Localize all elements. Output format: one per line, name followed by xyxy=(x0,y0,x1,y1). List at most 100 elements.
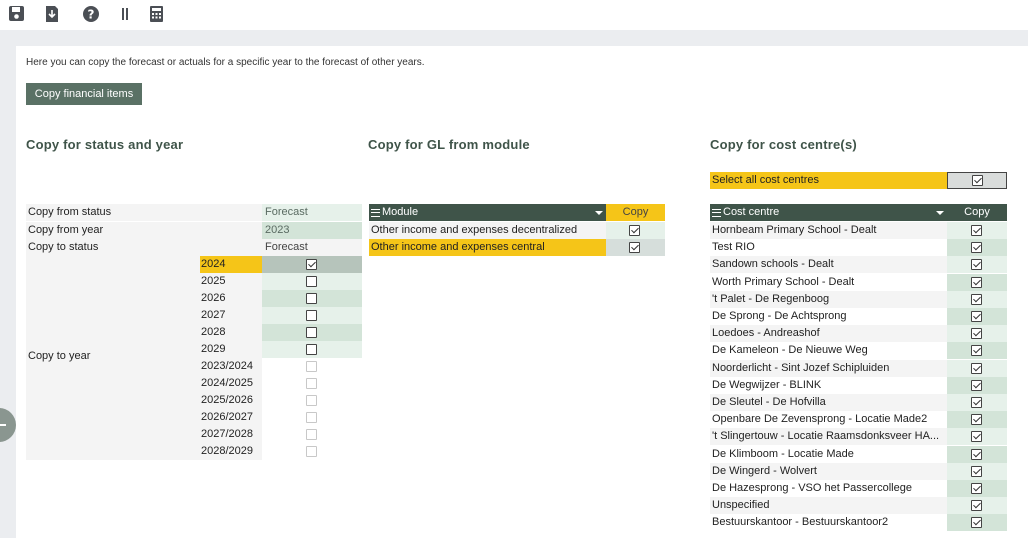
cost-centre-checkbox-cell xyxy=(947,256,1007,274)
cost-centre-checkbox[interactable] xyxy=(971,293,982,305)
cost-centre-label: Bestuurskantoor - Bestuurskantoor2 xyxy=(710,514,947,532)
cost-centre-label: Hornbeam Primary School - Dealt xyxy=(710,222,947,239)
help-icon[interactable]: ? xyxy=(80,4,102,24)
cost-centre-row[interactable]: De Wingerd - Wolvert xyxy=(710,462,1007,480)
cost-centre-row[interactable]: De Kameleon - De Nieuwe Weg xyxy=(710,342,1007,360)
calculator-icon[interactable] xyxy=(146,4,168,24)
cost-centre-row[interactable]: Test RIO xyxy=(710,239,1007,257)
year-checkbox[interactable] xyxy=(306,293,317,304)
cost-centre-checkbox[interactable] xyxy=(971,448,982,460)
year-label: 2024/2025 xyxy=(200,375,262,392)
cost-centre-checkbox-cell xyxy=(947,273,1007,291)
cost-centre-checkbox[interactable] xyxy=(971,362,982,374)
cost-centre-checkbox-cell xyxy=(947,359,1007,377)
year-checkbox[interactable] xyxy=(306,276,317,287)
cost-centre-row[interactable]: De Wegwijzer - BLINK xyxy=(710,376,1007,394)
chevron-down-icon xyxy=(595,211,603,215)
module-checkbox-cell xyxy=(606,239,665,256)
cost-centre-checkbox-cell xyxy=(947,394,1007,411)
cost-centre-row[interactable]: Hornbeam Primary School - Dealt xyxy=(710,222,1007,239)
year-checkbox[interactable] xyxy=(306,344,317,355)
cost-centre-checkbox[interactable] xyxy=(971,465,982,477)
year-label: 2029 xyxy=(200,341,262,358)
cost-centre-label: Loedoes - Andreashof xyxy=(710,325,947,343)
cost-centre-label: Noorderlicht - Sint Jozef Schipluiden xyxy=(710,359,947,377)
cost-centre-row[interactable]: Noorderlicht - Sint Jozef Schipluiden xyxy=(710,359,1007,377)
cost-centre-copy-header-label: Copy xyxy=(964,206,990,218)
year-checkbox-cell xyxy=(262,426,362,443)
cost-centre-label: Openbare De Zevensprong - Locatie Made2 xyxy=(710,411,947,429)
cost-centre-row[interactable]: De Klimboom - Locatie Made xyxy=(710,445,1007,463)
cost-centre-row[interactable]: Unspecified xyxy=(710,497,1007,515)
module-checkbox[interactable] xyxy=(629,225,640,236)
select-all-checkbox[interactable] xyxy=(972,175,983,186)
cost-centre-row[interactable]: Sandown schools - Dealt xyxy=(710,256,1007,274)
cost-centre-row[interactable]: Bestuurskantoor - Bestuurskantoor2 xyxy=(710,514,1007,532)
cost-centre-checkbox-cell xyxy=(947,342,1007,360)
cost-centre-checkbox[interactable] xyxy=(971,483,982,494)
cost-centre-row[interactable]: Worth Primary School - Dealt xyxy=(710,273,1007,291)
cost-centre-checkbox[interactable] xyxy=(971,500,982,512)
copy-from-year-label: Copy from year xyxy=(28,224,104,236)
cost-centre-row[interactable]: De Hazesprong - VSO het Passercollege xyxy=(710,480,1007,497)
cost-centre-checkbox-cell xyxy=(947,239,1007,257)
module-checkbox-cell xyxy=(606,222,665,239)
module-checkbox[interactable] xyxy=(629,242,640,253)
pause-icon[interactable] xyxy=(114,4,136,24)
cost-centre-checkbox[interactable] xyxy=(971,517,982,529)
cost-centre-column-header[interactable]: Cost centre xyxy=(710,204,947,221)
year-label: 2027/2028 xyxy=(200,426,262,443)
download-icon[interactable] xyxy=(41,4,63,24)
module-column-header[interactable]: Module xyxy=(369,204,606,221)
cost-centre-row[interactable]: Loedoes - Andreashof xyxy=(710,325,1007,343)
year-row: 2024 xyxy=(200,256,362,273)
year-checkbox-cell xyxy=(262,409,362,426)
module-row[interactable]: Other income and expenses central xyxy=(369,239,665,256)
copy-from-status-value[interactable]: Forecast xyxy=(262,204,362,221)
cost-centre-checkbox-cell xyxy=(947,290,1007,308)
cost-centre-row[interactable]: 't Slingertouw - Locatie Raamsdonksveer … xyxy=(710,428,1007,446)
year-checkbox-cell xyxy=(262,324,362,341)
cost-centre-row[interactable]: 't Palet - De Regenboog xyxy=(710,290,1007,308)
year-label: 2026/2027 xyxy=(200,409,262,426)
cost-centre-checkbox[interactable] xyxy=(971,431,982,443)
collapse-handle[interactable] xyxy=(0,408,16,442)
cost-centre-row[interactable]: De Sleutel - De Hofvilla xyxy=(710,394,1007,411)
cost-centre-checkbox[interactable] xyxy=(971,397,982,408)
year-checkbox-cell xyxy=(262,443,362,460)
year-row: 2028 xyxy=(200,324,362,341)
year-checkbox-cell xyxy=(262,273,362,290)
cost-centre-row[interactable]: De Sprong - De Achtsprong xyxy=(710,308,1007,325)
module-row[interactable]: Other income and expenses decentralized xyxy=(369,222,665,239)
cost-centre-checkbox[interactable] xyxy=(971,259,982,271)
copy-financial-items-button[interactable]: Copy financial items xyxy=(26,83,142,105)
cost-centre-checkbox[interactable] xyxy=(971,328,982,340)
year-row: 2026 xyxy=(200,290,362,307)
year-row: 2025/2026 xyxy=(200,392,362,409)
cost-centre-checkbox[interactable] xyxy=(971,242,982,254)
select-all-row: Select all cost centres xyxy=(710,172,1007,189)
copy-from-year-row: Copy from year 2023 xyxy=(26,222,362,239)
cost-centre-checkbox[interactable] xyxy=(971,345,982,357)
copy-from-status-label: Copy from status xyxy=(28,206,112,218)
year-checkbox-cell xyxy=(262,290,362,307)
cost-centre-checkbox-cell xyxy=(947,376,1007,394)
cost-centre-checkbox[interactable] xyxy=(971,379,982,391)
year-row: 2025 xyxy=(200,273,362,290)
cost-centre-checkbox[interactable] xyxy=(971,276,982,288)
year-row: 2027 xyxy=(200,307,362,324)
toolbar: ? xyxy=(0,0,1028,30)
copy-from-status-row: Copy from status Forecast xyxy=(26,204,362,221)
cost-centre-row[interactable]: Openbare De Zevensprong - Locatie Made2 xyxy=(710,411,1007,429)
year-label: 2023/2024 xyxy=(200,358,262,375)
copy-from-year-value[interactable]: 2023 xyxy=(262,222,362,239)
section-cost-centre-title: Copy for cost centre(s) xyxy=(710,137,857,152)
save-icon[interactable] xyxy=(6,4,28,24)
year-checkbox xyxy=(306,361,317,372)
year-checkbox[interactable] xyxy=(306,327,317,338)
cost-centre-checkbox[interactable] xyxy=(971,311,982,322)
cost-centre-checkbox[interactable] xyxy=(971,414,982,426)
year-checkbox[interactable] xyxy=(306,259,317,270)
cost-centre-checkbox[interactable] xyxy=(971,225,982,236)
year-checkbox[interactable] xyxy=(306,310,317,321)
